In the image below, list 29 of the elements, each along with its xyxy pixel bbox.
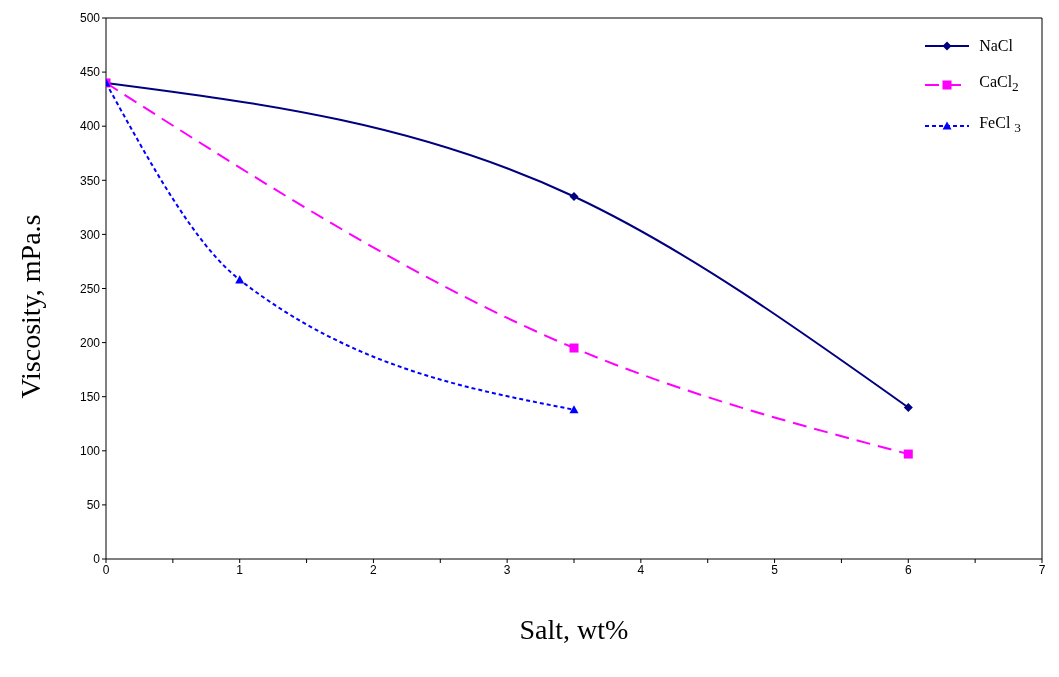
y-tick-label: 500 <box>79 11 101 26</box>
x-tick-label: 2 <box>370 562 378 577</box>
point <box>569 405 579 414</box>
y-tick-label: 100 <box>79 444 101 459</box>
point <box>903 449 913 459</box>
legend-label: CaCl$_{2}$ <box>979 72 1019 97</box>
x-tick-label: 7 <box>1038 562 1046 577</box>
y-tick-label: 350 <box>79 173 101 188</box>
y-tick-label: 250 <box>79 281 101 296</box>
legend-label: NaCl <box>979 36 1013 56</box>
y-axis-title: Viscosity, mPa.s <box>14 214 46 399</box>
point <box>903 403 913 413</box>
y-tick-label: 200 <box>79 335 101 350</box>
y-tick-label: 150 <box>79 389 101 404</box>
x-tick-label: 1 <box>236 562 244 577</box>
x-tick-label: 4 <box>637 562 645 577</box>
y-tick-label: 0 <box>93 552 101 567</box>
y-tick-label: 400 <box>79 119 101 134</box>
point <box>569 192 579 202</box>
x-axis-title: Salt, wt% <box>519 614 629 645</box>
x-tick-label: 6 <box>904 562 912 577</box>
legend-label: FeCl $_{3}$ <box>979 113 1021 138</box>
x-tick-label: 5 <box>771 562 779 577</box>
y-tick-label: 300 <box>79 227 101 242</box>
x-tick-label: 3 <box>503 562 511 577</box>
point <box>235 275 245 284</box>
point <box>569 343 579 353</box>
y-tick-label: 450 <box>79 65 101 80</box>
y-tick-label: 50 <box>86 498 101 513</box>
